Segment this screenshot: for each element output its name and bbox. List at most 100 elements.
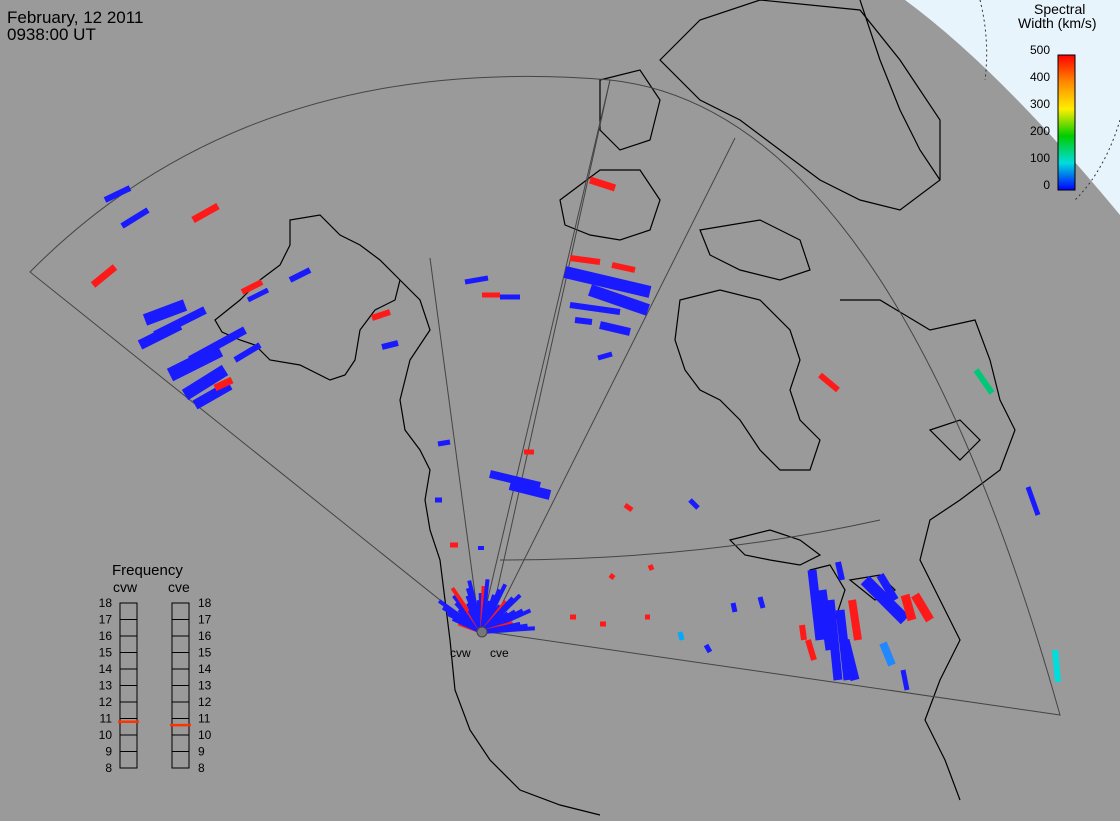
echo-mark bbox=[879, 641, 896, 667]
echo-mark bbox=[192, 380, 233, 410]
scatter-data bbox=[90, 176, 1061, 691]
echo-mark bbox=[288, 267, 312, 283]
echo-mark bbox=[688, 498, 700, 510]
frequency-tick-label: 9 bbox=[105, 745, 112, 759]
terminator-line bbox=[979, 0, 988, 81]
echo-mark bbox=[799, 624, 807, 641]
frequency-tick-label: 15 bbox=[99, 646, 113, 660]
frequency-tick-label: 8 bbox=[105, 761, 112, 775]
frequency-label-cve: cve bbox=[168, 579, 190, 595]
echo-mark bbox=[876, 572, 899, 603]
echo-mark bbox=[153, 306, 207, 339]
frequency-tick-label: 13 bbox=[198, 679, 212, 693]
echo-mark bbox=[371, 309, 391, 321]
frequency-tick-label: 13 bbox=[99, 679, 113, 693]
frequency-tick-label: 12 bbox=[198, 695, 212, 709]
echo-mark bbox=[240, 279, 264, 295]
frequency-title: Frequency bbox=[112, 562, 183, 579]
echo-mark bbox=[911, 592, 934, 623]
echo-mark bbox=[825, 599, 843, 681]
echo-mark bbox=[900, 669, 910, 691]
frequency-label-cvw: cvw bbox=[113, 579, 138, 595]
colorbar-tick-label: 0 bbox=[1043, 178, 1050, 192]
echo-mark bbox=[757, 596, 766, 609]
radar-label-east: cve bbox=[490, 646, 509, 660]
echo-mark bbox=[1025, 486, 1041, 516]
echo-mark bbox=[677, 631, 685, 641]
echo-mark bbox=[597, 351, 613, 361]
echo-mark bbox=[840, 638, 860, 682]
echo-mark bbox=[805, 639, 817, 661]
echo-mark bbox=[142, 299, 188, 326]
echo-mark bbox=[188, 326, 247, 364]
echo-mark bbox=[611, 262, 636, 273]
echo-mark bbox=[508, 480, 552, 500]
frequency-tick-label: 10 bbox=[198, 728, 212, 742]
date-label: February, 12 2011 bbox=[7, 8, 143, 27]
echo-mark bbox=[569, 255, 601, 265]
echo-mark bbox=[213, 376, 234, 392]
echo-mark bbox=[246, 287, 270, 303]
echo-mark bbox=[120, 207, 150, 229]
echo-mark bbox=[191, 202, 220, 224]
colorbar-tick-label: 100 bbox=[1030, 151, 1050, 165]
echo-mark bbox=[588, 284, 650, 316]
echo-mark bbox=[90, 264, 118, 288]
echo-mark bbox=[973, 368, 995, 395]
colorbar: Spectral Width (km/s) 500 400 300 200 100 0 bbox=[1018, 1, 1097, 192]
echo-mark bbox=[848, 599, 862, 641]
coastlines bbox=[214, 0, 1016, 816]
colorbar-title-line2: Width (km/s) bbox=[1018, 15, 1097, 31]
echo-mark bbox=[464, 275, 489, 285]
echo-mark bbox=[103, 185, 132, 203]
echo-mark bbox=[623, 502, 634, 513]
frequency-panel: Frequency cvw cve 18 17 16 15 14 13 12 11 10 9 8 18… bbox=[99, 562, 212, 775]
echo-mark bbox=[381, 340, 399, 350]
frequency-tick-label: 15 bbox=[198, 646, 212, 660]
echo-mark bbox=[574, 317, 593, 325]
frequency-tick-label: 12 bbox=[99, 695, 113, 709]
echo-mark bbox=[817, 589, 835, 651]
echo-mark bbox=[730, 602, 738, 613]
colorbar-tick-label: 300 bbox=[1030, 97, 1050, 111]
frequency-tick-label: 9 bbox=[198, 745, 205, 759]
colorbar-tick-label: 500 bbox=[1030, 43, 1050, 57]
echo-mark bbox=[608, 573, 616, 580]
colorbar-tick-label: 400 bbox=[1030, 70, 1050, 84]
echo-mark bbox=[835, 561, 845, 581]
echo-mark bbox=[818, 372, 840, 393]
frequency-tick-label: 11 bbox=[100, 712, 113, 726]
echo-mark bbox=[569, 302, 621, 315]
frequency-tick-label: 14 bbox=[99, 662, 113, 676]
echo-mark bbox=[900, 593, 917, 622]
frequency-tick-label: 16 bbox=[198, 629, 212, 643]
echo-mark bbox=[181, 364, 229, 401]
echo-mark bbox=[703, 643, 713, 654]
echo-mark bbox=[166, 343, 224, 382]
echo-mark bbox=[233, 342, 262, 363]
radar-site-marker bbox=[476, 626, 488, 638]
echo-mark bbox=[481, 626, 536, 634]
fields-of-view bbox=[29, 75, 1061, 716]
frequency-tick-label: 8 bbox=[198, 761, 205, 775]
echo-mark bbox=[437, 439, 451, 447]
frequency-tick-label: 16 bbox=[99, 629, 113, 643]
echo-mark bbox=[860, 575, 910, 625]
echo-mark bbox=[588, 176, 617, 192]
terminator-line-2 bbox=[1074, 119, 1120, 201]
colorbar-bar bbox=[1057, 54, 1076, 191]
echo-mark bbox=[807, 569, 825, 641]
frequency-tick-label: 14 bbox=[198, 662, 212, 676]
frequency-tick-label: 18 bbox=[99, 596, 113, 610]
colorbar-title-line1: Spectral bbox=[1034, 1, 1085, 17]
echo-mark bbox=[599, 321, 631, 336]
frequency-tick-label: 18 bbox=[198, 596, 212, 610]
echo-mark bbox=[647, 564, 655, 571]
radar-sites: cvw cve bbox=[450, 626, 509, 660]
echo-mark bbox=[1052, 649, 1061, 683]
colorbar-tick-label: 200 bbox=[1030, 124, 1050, 138]
radar-label-west: cvw bbox=[450, 646, 471, 660]
time-label: 0938:00 UT bbox=[7, 25, 96, 44]
